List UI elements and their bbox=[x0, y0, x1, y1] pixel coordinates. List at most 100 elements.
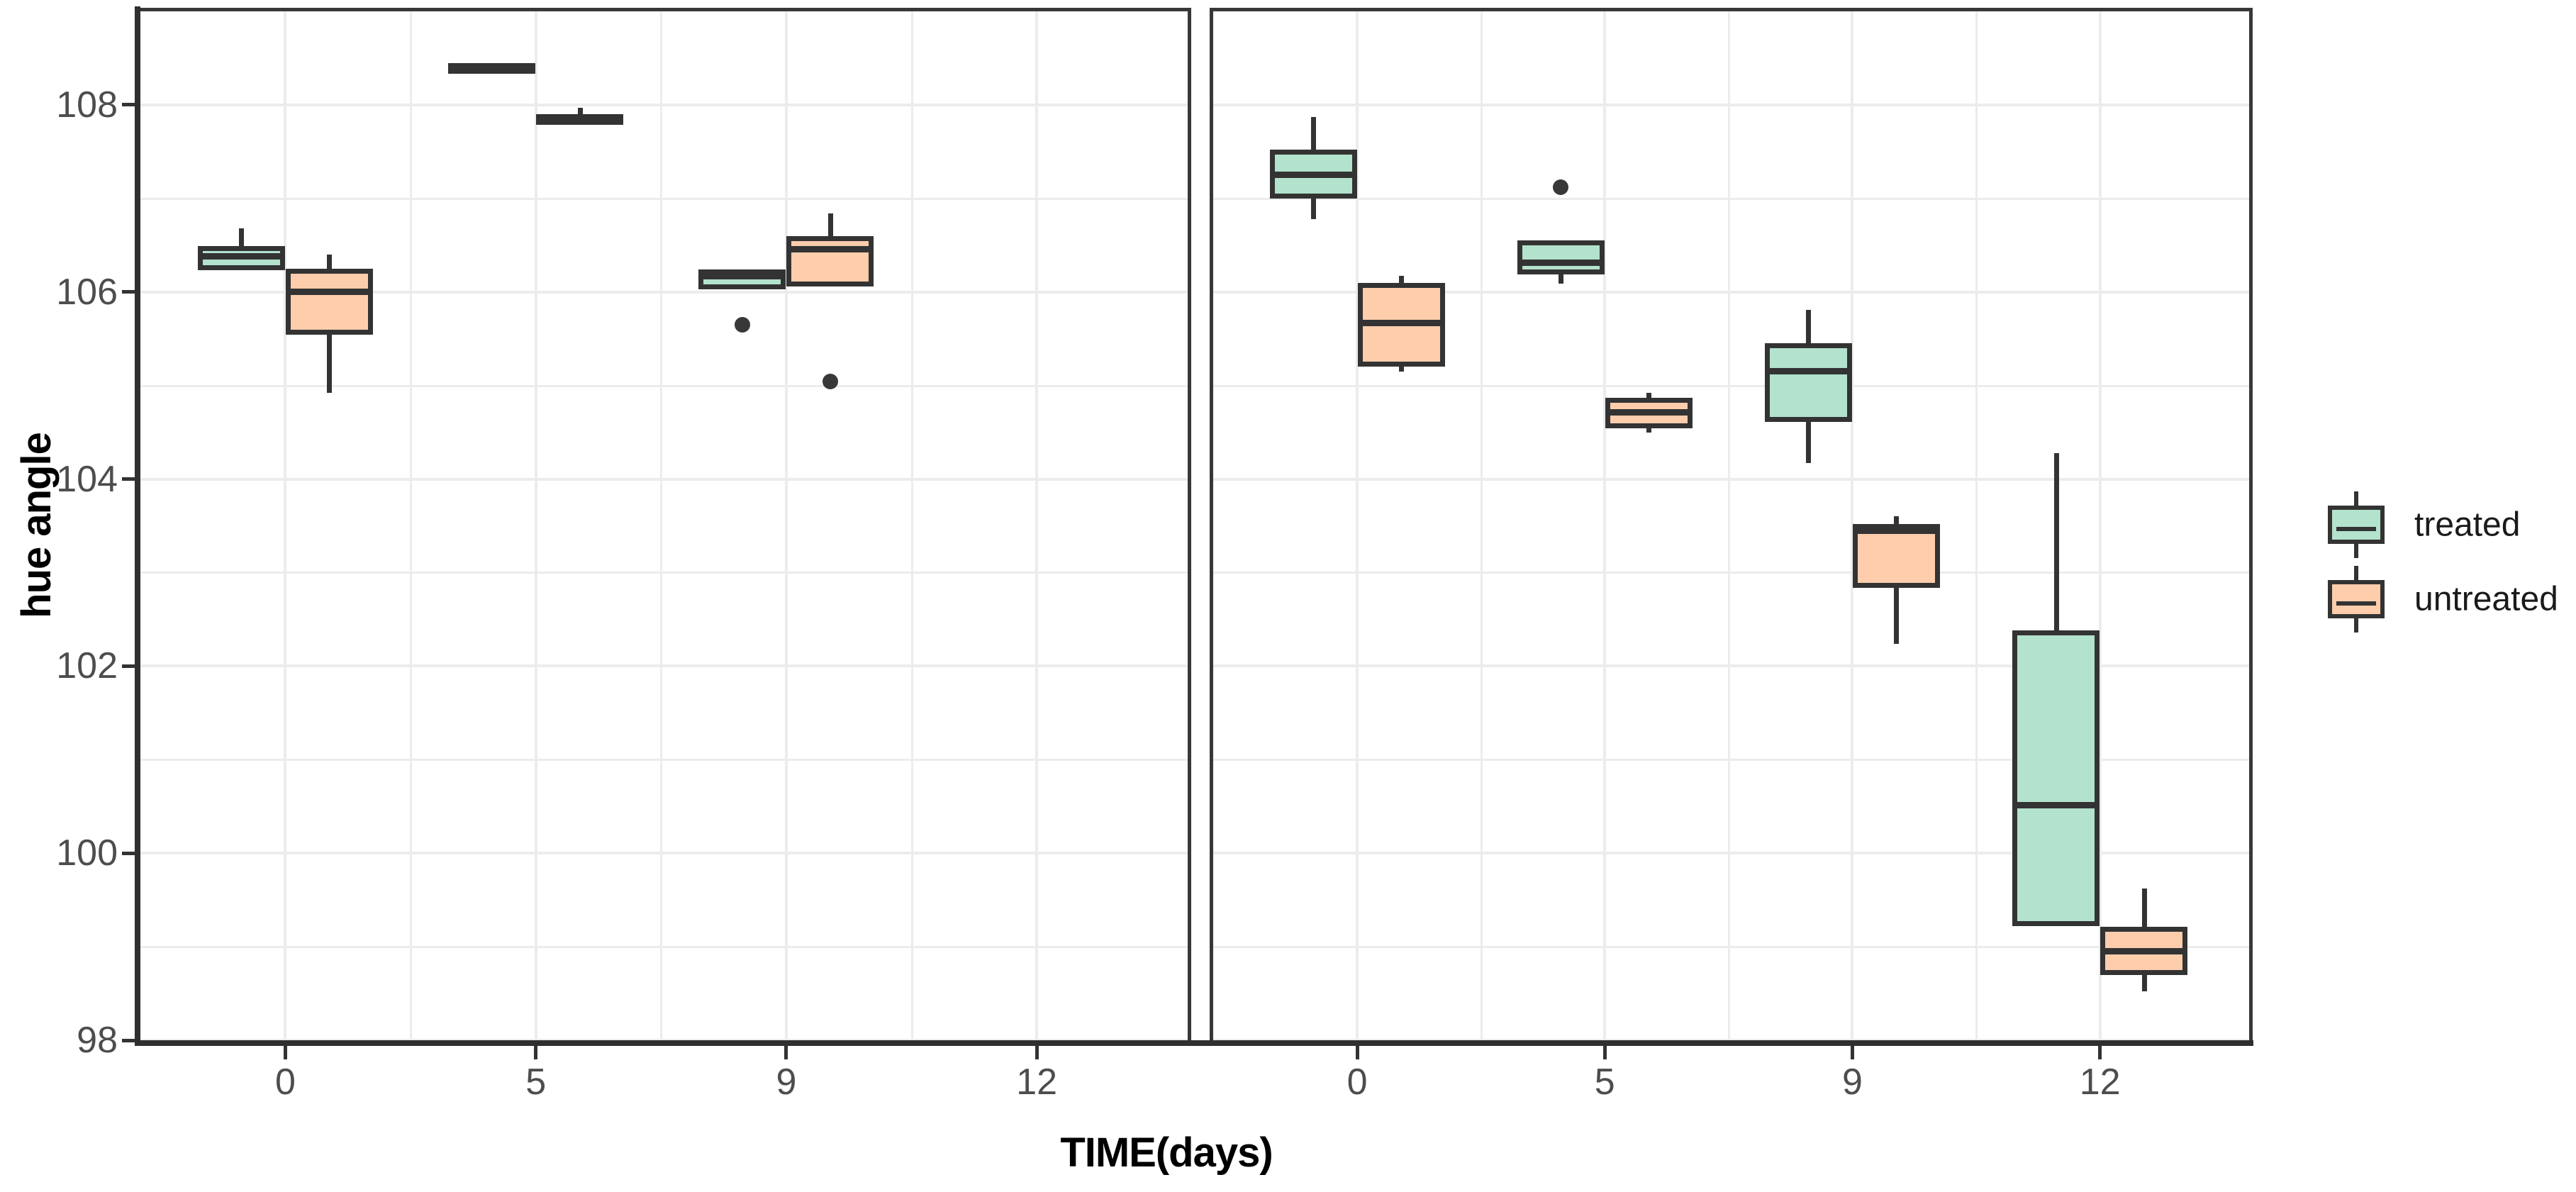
upper-whisker-untreated-day5-left bbox=[577, 107, 583, 118]
lower-whisker-treated-day0-right bbox=[1311, 195, 1317, 219]
median-line-treated-day12-right bbox=[2017, 802, 2095, 809]
median-line-untreated-day12-right bbox=[2105, 948, 2183, 955]
outlier-point-untreated-day9-left bbox=[822, 374, 838, 390]
legend-box-glyph bbox=[2328, 580, 2385, 618]
lower-whisker-untreated-day0-left bbox=[327, 332, 333, 394]
median-line-treated-day5-right bbox=[1522, 260, 1600, 267]
legend: treated untreated bbox=[2328, 491, 2576, 647]
median-line-treated-day9-left bbox=[703, 273, 781, 280]
lower-whisker-untreated-day12-right bbox=[2141, 971, 2147, 992]
gridline-minor-horizontal bbox=[140, 572, 1188, 574]
upper-whisker-untreated-day0-left bbox=[327, 254, 333, 272]
legend-item-treated: treated bbox=[2328, 491, 2576, 558]
y-tick-mark bbox=[122, 477, 138, 481]
gridline-major-vertical bbox=[1356, 11, 1359, 1040]
gridline-minor-horizontal bbox=[1213, 946, 2249, 949]
gridline-major-vertical bbox=[784, 11, 788, 1040]
gridline-minor-vertical bbox=[1480, 11, 1483, 1040]
legend-key-boxplot-treated bbox=[2328, 491, 2385, 558]
legend-whisker-bottom bbox=[2354, 543, 2358, 558]
x-axis-title: TIME(days) bbox=[1060, 1130, 1273, 1176]
x-tick-mark bbox=[1850, 1044, 1854, 1059]
gridline-major-vertical bbox=[1035, 11, 1039, 1040]
gridline-major-horizontal bbox=[1213, 477, 2249, 481]
panel-border-left bbox=[136, 8, 1191, 1044]
x-tick-label: 5 bbox=[1594, 1062, 1615, 1103]
gridline-major-vertical bbox=[534, 11, 537, 1040]
gridline-minor-horizontal bbox=[140, 946, 1188, 949]
box-untreated-day0-left bbox=[285, 268, 373, 335]
upper-whisker-treated-day9-right bbox=[1806, 309, 1812, 347]
y-tick-mark bbox=[122, 851, 138, 855]
x-tick-mark bbox=[1602, 1044, 1607, 1059]
upper-whisker-treated-day12-right bbox=[2053, 452, 2059, 634]
y-tick-label: 102 bbox=[56, 645, 118, 687]
gridline-minor-horizontal bbox=[1213, 197, 2249, 200]
gridline-minor-horizontal bbox=[1213, 759, 2249, 762]
x-tick-label: 12 bbox=[2079, 1062, 2121, 1103]
x-tick-mark bbox=[1355, 1044, 1359, 1059]
x-tick-mark bbox=[534, 1044, 538, 1059]
legend-whisker-top bbox=[2354, 491, 2358, 506]
outlier-point-treated-day5-right bbox=[1553, 179, 1569, 195]
x-axis-line bbox=[135, 1040, 2253, 1046]
y-tick-mark bbox=[122, 290, 138, 294]
upper-whisker-untreated-day0-right bbox=[1399, 276, 1405, 286]
upper-whisker-treated-day0-left bbox=[239, 228, 245, 250]
legend-box-glyph bbox=[2328, 506, 2385, 544]
legend-median-line bbox=[2336, 527, 2376, 531]
y-tick-label: 98 bbox=[77, 1020, 118, 1061]
gridline-major-horizontal bbox=[1213, 664, 2249, 668]
gridline-major-vertical bbox=[2098, 11, 2102, 1040]
legend-median-line bbox=[2336, 601, 2376, 606]
x-tick-label: 0 bbox=[1346, 1062, 1368, 1103]
outlier-point-treated-day9-left bbox=[734, 316, 750, 333]
gridline-minor-horizontal bbox=[140, 759, 1188, 762]
median-line-untreated-day0-right bbox=[1362, 319, 1440, 326]
x-tick-label: 0 bbox=[274, 1062, 296, 1103]
gridline-major-horizontal bbox=[1213, 103, 2249, 106]
x-tick-label: 9 bbox=[1841, 1062, 1863, 1103]
gridline-major-horizontal bbox=[140, 664, 1188, 668]
legend-item-untreated: untreated bbox=[2328, 566, 2576, 633]
y-tick-label: 108 bbox=[56, 84, 118, 126]
lower-whisker-untreated-day9-right bbox=[1894, 584, 1900, 644]
y-tick-label: 100 bbox=[56, 832, 118, 874]
lower-whisker-treated-day5-right bbox=[1559, 271, 1564, 284]
y-tick-mark bbox=[122, 103, 138, 107]
gridline-major-vertical bbox=[1603, 11, 1607, 1040]
x-tick-mark bbox=[283, 1044, 287, 1059]
gridline-major-horizontal bbox=[140, 103, 1188, 106]
median-line-treated-day5-left bbox=[453, 63, 531, 70]
y-tick-mark bbox=[122, 664, 138, 668]
median-line-treated-day0-right bbox=[1274, 172, 1352, 179]
gridline-major-vertical bbox=[1851, 11, 1854, 1040]
box-treated-day12-right bbox=[2012, 630, 2100, 927]
legend-whisker-top bbox=[2354, 566, 2358, 581]
gridline-major-horizontal bbox=[1213, 290, 2249, 294]
upper-whisker-untreated-day9-left bbox=[827, 213, 833, 239]
box-untreated-day9-left bbox=[786, 235, 874, 286]
median-line-untreated-day9-left bbox=[791, 245, 869, 252]
gridline-minor-vertical bbox=[1975, 11, 1978, 1040]
gridline-minor-vertical bbox=[660, 11, 663, 1040]
upper-whisker-untreated-day5-right bbox=[1646, 393, 1652, 401]
gridline-major-horizontal bbox=[1213, 852, 2249, 855]
median-line-untreated-day0-left bbox=[290, 289, 368, 296]
box-untreated-day9-right bbox=[1852, 523, 1940, 588]
panel-border-right bbox=[1210, 8, 2253, 1044]
lower-whisker-untreated-day5-right bbox=[1646, 425, 1652, 433]
gridline-major-vertical bbox=[284, 11, 287, 1040]
median-line-untreated-day5-left bbox=[541, 115, 619, 122]
lower-whisker-treated-day9-right bbox=[1806, 419, 1812, 464]
y-axis-line bbox=[135, 6, 140, 1046]
upper-whisker-untreated-day9-right bbox=[1894, 516, 1900, 527]
y-axis-title: hue angle bbox=[13, 433, 60, 618]
gridline-minor-horizontal bbox=[140, 384, 1188, 387]
legend-label-untreated: untreated bbox=[2414, 580, 2558, 618]
median-line-untreated-day5-right bbox=[1610, 409, 1688, 416]
lower-whisker-untreated-day0-right bbox=[1399, 364, 1405, 372]
x-tick-mark bbox=[2098, 1044, 2102, 1059]
legend-whisker-bottom bbox=[2354, 618, 2358, 633]
upper-whisker-untreated-day12-right bbox=[2141, 889, 2147, 930]
